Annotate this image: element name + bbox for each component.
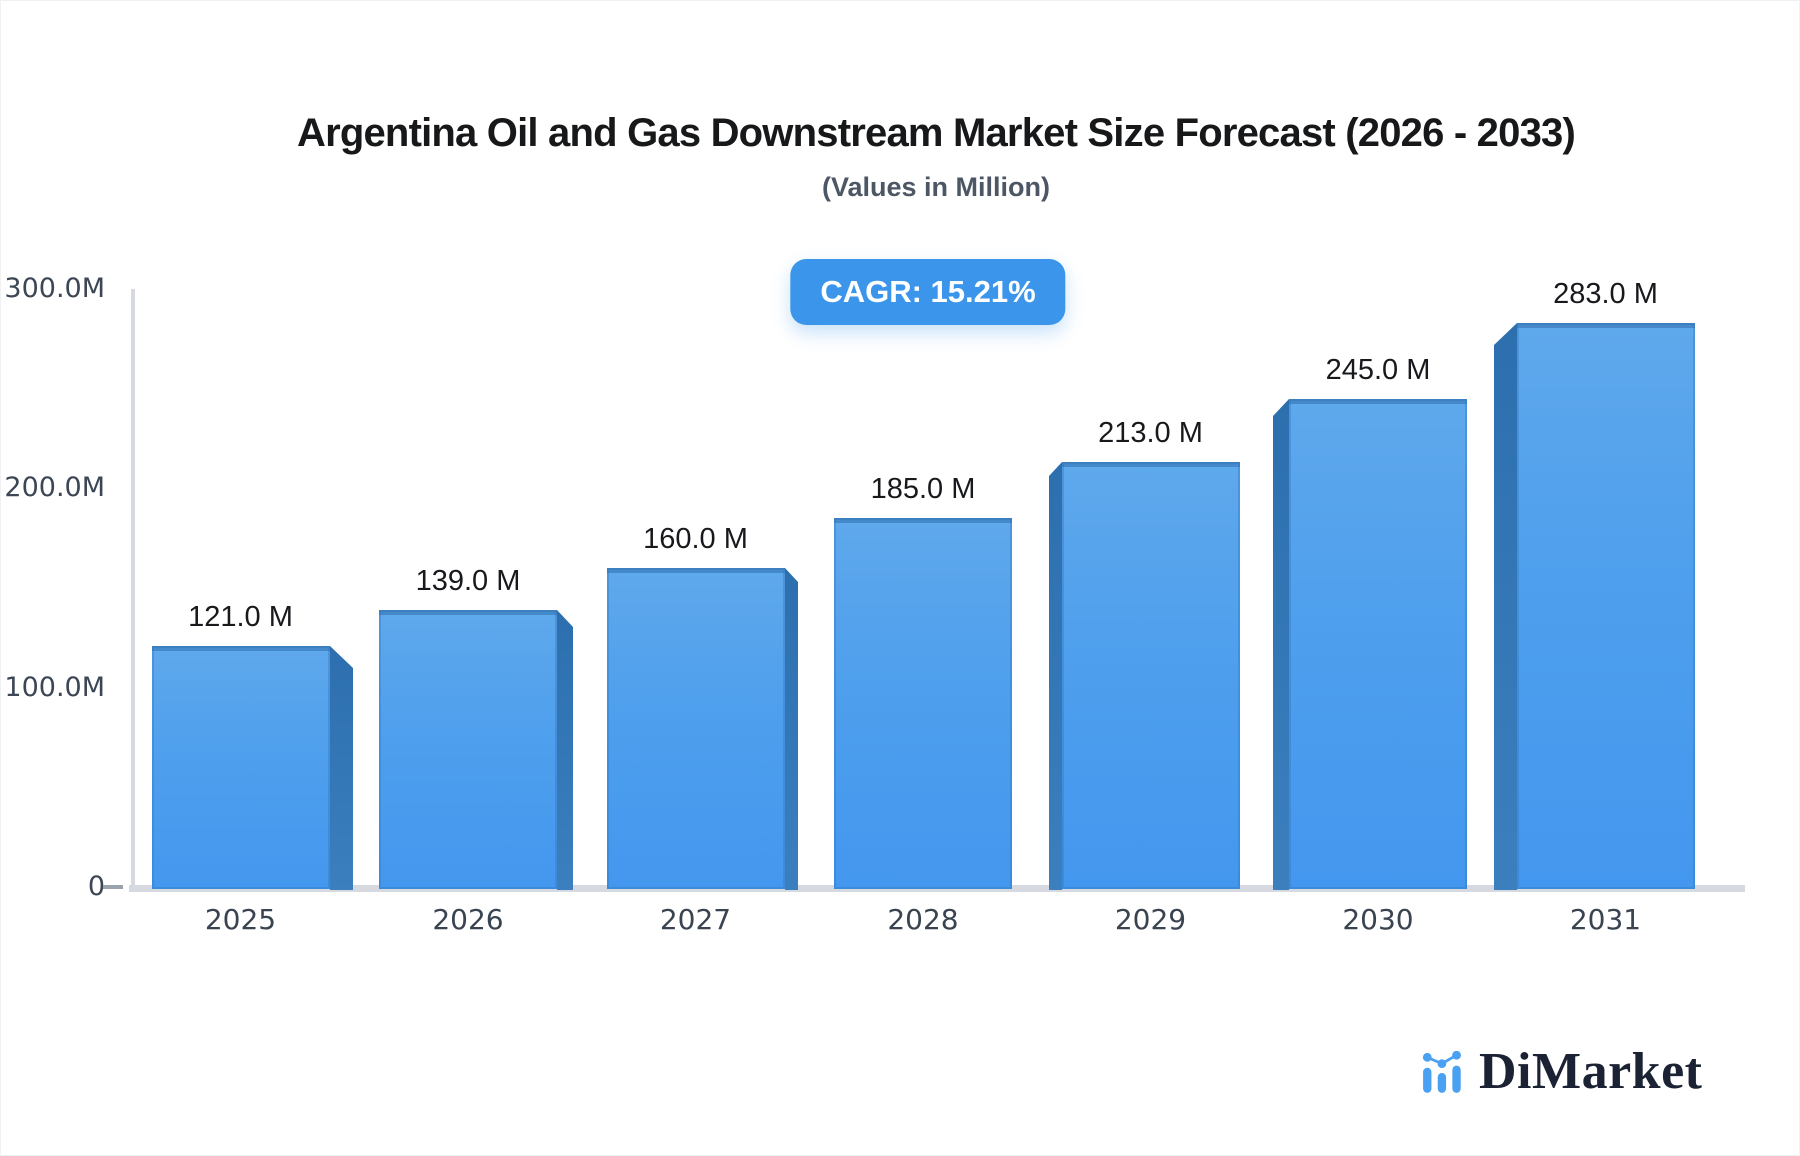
- dimarket-logo: DiMarket: [1421, 1043, 1703, 1100]
- x-axis-category-label: 2029: [1114, 903, 1187, 936]
- y-axis-tick-label: 200.0M: [4, 472, 105, 504]
- y-axis-tick-label: 100.0M: [4, 671, 105, 703]
- bar-2031: [1517, 323, 1695, 889]
- bar-side-face: [1273, 399, 1289, 890]
- y-axis-line: [131, 289, 135, 891]
- bar-side-face: [330, 646, 353, 890]
- y-axis-tick-label: 300.0M: [4, 273, 105, 304]
- bar-2026: [379, 610, 557, 889]
- bar-side-face: [1049, 462, 1062, 890]
- x-axis-category-label: 2030: [1342, 903, 1414, 936]
- bar-value-label: 121.0 M: [188, 601, 293, 633]
- bar-2030: [1289, 399, 1467, 889]
- bar-value-label: 283.0 M: [1553, 278, 1658, 310]
- bar-value-label: 245.0 M: [1325, 354, 1431, 386]
- cagr-badge-label: CAGR: 15.21%: [820, 274, 1036, 309]
- bar-side-face: [557, 610, 573, 890]
- bar-2027: [607, 568, 785, 889]
- bar-line-chart-icon: [1422, 1051, 1461, 1093]
- chart-title: Argentina Oil and Gas Downstream Market …: [297, 111, 1576, 155]
- bar-side-face: [785, 568, 798, 890]
- chart-subtitle: (Values in Million): [821, 172, 1051, 202]
- x-axis-category-label: 2026: [432, 903, 504, 936]
- bar-value-label: 139.0 M: [415, 565, 521, 597]
- x-axis-category-label: 2031: [1569, 903, 1642, 936]
- bar-value-label: 160.0 M: [643, 523, 748, 555]
- bar-value-label: 185.0 M: [870, 473, 976, 505]
- y-axis-tick-label: 0: [87, 871, 105, 902]
- x-axis-category-label: 2027: [659, 903, 732, 936]
- zero-tick-mark: [103, 885, 123, 889]
- cagr-badge: CAGR: 15.21%: [790, 259, 1066, 325]
- bar-2029: [1062, 462, 1240, 889]
- x-axis-category-label: 2025: [204, 903, 277, 936]
- bar-2028: [834, 518, 1012, 889]
- brand-name: DiMarket: [1479, 1043, 1703, 1100]
- x-axis-category-label: 2028: [887, 903, 959, 936]
- bar-side-face: [1494, 323, 1517, 890]
- bar-2025: [152, 646, 330, 889]
- bar-value-label: 213.0 M: [1098, 417, 1203, 449]
